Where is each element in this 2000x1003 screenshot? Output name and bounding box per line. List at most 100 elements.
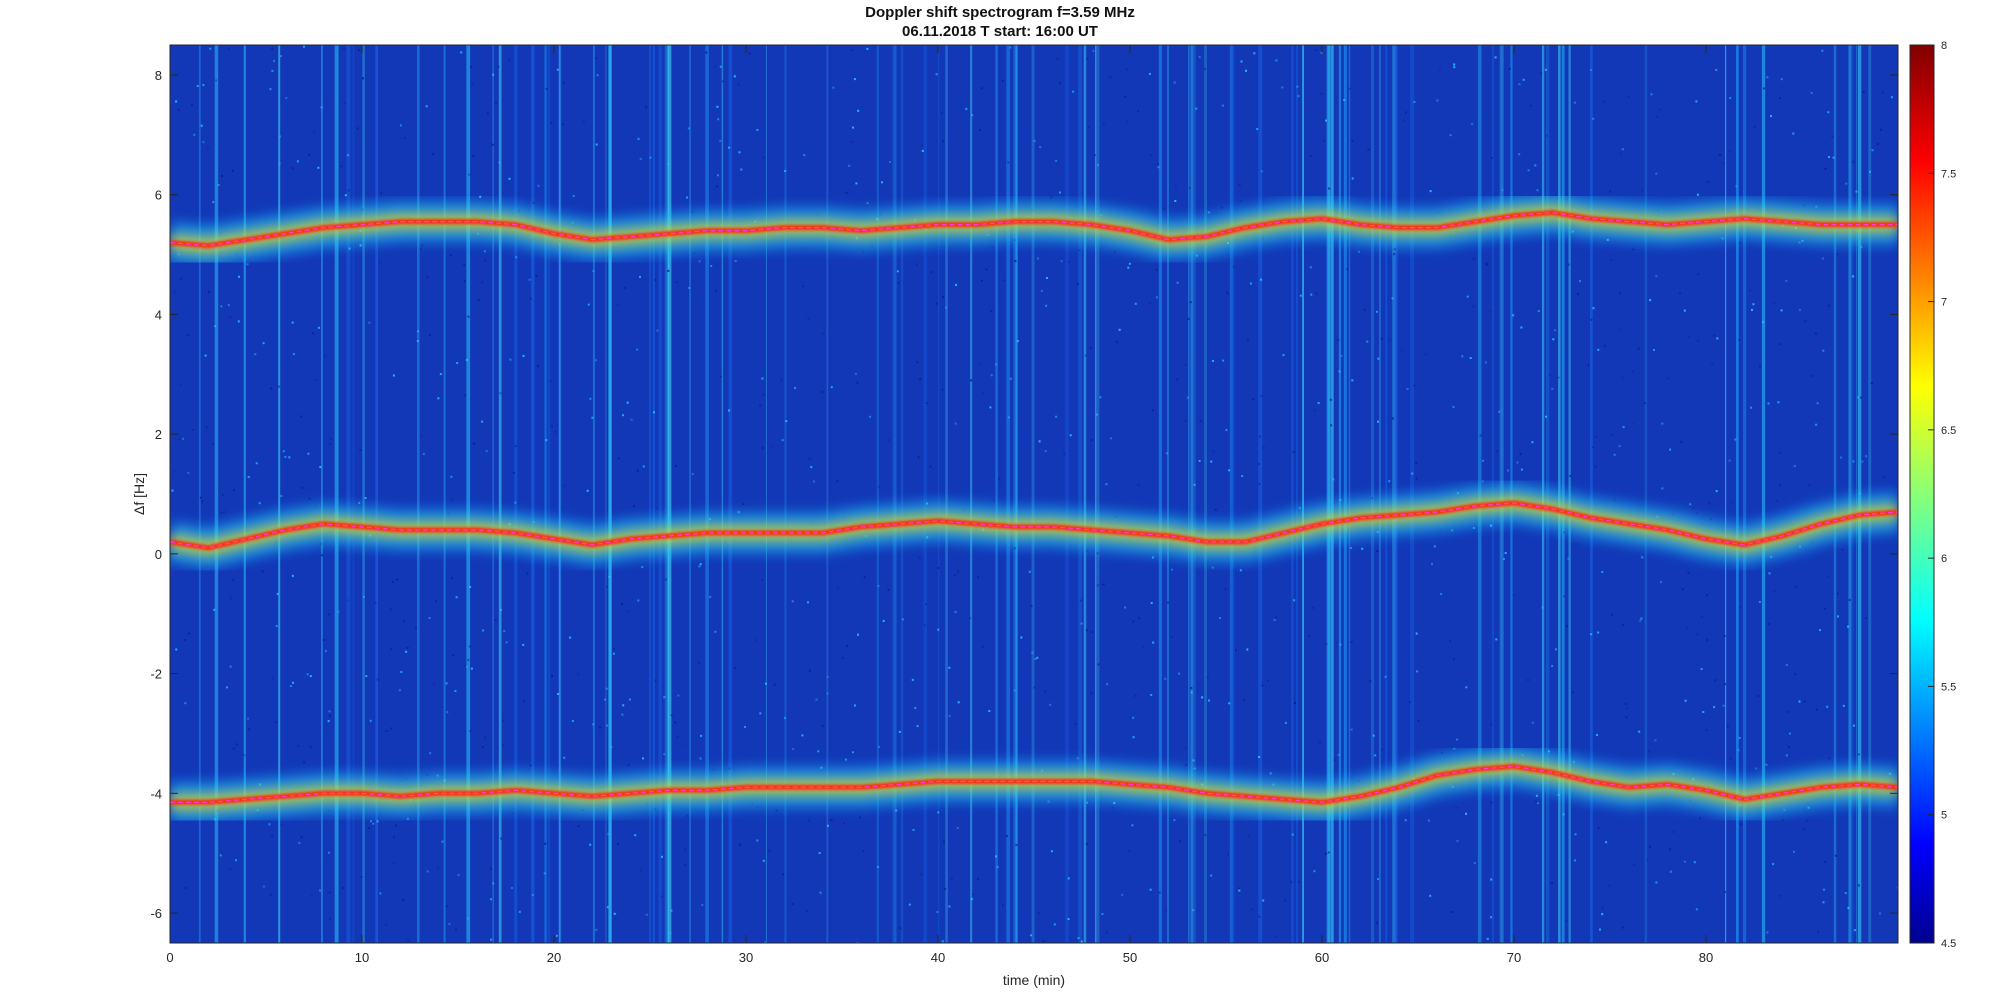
noise-speckle xyxy=(200,124,203,127)
noise-speckle xyxy=(655,507,658,510)
colorbar-tick-label: 4.5 xyxy=(1941,938,1956,950)
noise-streak xyxy=(667,45,672,943)
noise-speckle xyxy=(1489,310,1492,313)
noise-speckle xyxy=(654,279,657,281)
noise-streak xyxy=(1167,45,1169,943)
noise-speckle xyxy=(666,162,669,165)
noise-speckle xyxy=(1822,901,1825,904)
noise-speckle xyxy=(781,439,784,442)
noise-streak xyxy=(214,45,219,943)
noise-speckle xyxy=(1210,874,1213,877)
noise-speckle xyxy=(1661,487,1664,490)
noise-speckle xyxy=(328,613,330,616)
noise-speckle xyxy=(184,887,187,890)
noise-speckle xyxy=(1823,607,1826,610)
noise-streak xyxy=(1232,45,1235,943)
noise-speckle xyxy=(1472,527,1475,529)
noise-speckle xyxy=(1415,632,1418,635)
noise-speckle xyxy=(311,894,313,897)
colorbar-tick-label: 5.5 xyxy=(1941,681,1956,693)
noise-speckle xyxy=(1380,748,1383,751)
noise-speckle xyxy=(876,865,879,868)
noise-speckle xyxy=(254,353,257,356)
noise-speckle xyxy=(1808,484,1811,487)
noise-speckle xyxy=(1318,741,1321,744)
noise-speckle xyxy=(592,270,595,272)
noise-speckle xyxy=(605,687,608,690)
noise-speckle xyxy=(1222,359,1225,362)
noise-speckle xyxy=(1292,451,1295,453)
noise-speckle xyxy=(406,646,409,649)
noise-speckle xyxy=(740,168,743,171)
noise-streak xyxy=(609,45,612,943)
noise-speckle xyxy=(1639,619,1642,622)
noise-speckle xyxy=(759,404,762,407)
noise-speckle xyxy=(531,894,534,896)
noise-speckle xyxy=(1091,631,1094,634)
noise-speckle xyxy=(1705,729,1708,732)
noise-speckle xyxy=(1055,159,1058,162)
noise-speckle xyxy=(1792,132,1795,135)
noise-speckle xyxy=(484,736,487,739)
noise-speckle xyxy=(180,277,183,280)
noise-streak xyxy=(876,45,879,943)
noise-speckle xyxy=(1551,387,1554,390)
noise-speckle xyxy=(481,281,484,284)
noise-speckle xyxy=(1495,638,1498,641)
noise-streak xyxy=(1229,45,1233,943)
noise-streak xyxy=(1371,45,1375,943)
noise-speckle xyxy=(1192,909,1195,912)
noise-speckle xyxy=(348,247,351,250)
noise-speckle xyxy=(1110,437,1113,440)
noise-speckle xyxy=(1258,463,1261,465)
noise-speckle xyxy=(1852,275,1855,278)
noise-speckle xyxy=(1659,108,1662,111)
noise-speckle xyxy=(347,154,349,157)
noise-speckle xyxy=(686,814,689,817)
noise-speckle xyxy=(712,768,715,771)
noise-speckle xyxy=(988,710,991,712)
noise-speckle xyxy=(684,743,687,746)
noise-speckle xyxy=(328,891,331,894)
noise-speckle xyxy=(1852,724,1855,727)
noise-speckle xyxy=(1862,90,1865,93)
noise-speckle xyxy=(1351,140,1354,143)
noise-speckle xyxy=(589,397,592,400)
noise-speckle xyxy=(1128,262,1131,265)
noise-speckle xyxy=(1053,923,1056,926)
noise-speckle xyxy=(1148,302,1151,305)
noise-speckle xyxy=(1258,915,1261,918)
noise-speckle xyxy=(1518,83,1521,86)
noise-speckle xyxy=(175,648,178,651)
noise-speckle xyxy=(684,848,686,851)
noise-speckle xyxy=(212,201,215,204)
noise-speckle xyxy=(307,452,310,455)
noise-speckle xyxy=(1313,870,1316,873)
noise-speckle xyxy=(1823,888,1825,891)
noise-speckle xyxy=(343,101,346,104)
noise-speckle xyxy=(1451,529,1454,532)
noise-speckle xyxy=(851,49,854,52)
noise-streak xyxy=(1006,45,1010,943)
noise-speckle xyxy=(288,456,291,459)
chart-title: Doppler shift spectrogram f=3.59 MHz xyxy=(865,4,1135,21)
noise-speckle xyxy=(1456,839,1459,842)
noise-speckle xyxy=(455,596,458,599)
noise-speckle xyxy=(1261,684,1264,687)
noise-speckle xyxy=(1700,615,1703,618)
noise-speckle xyxy=(1260,394,1263,397)
noise-speckle xyxy=(877,485,880,488)
noise-speckle xyxy=(1173,819,1176,822)
noise-speckle xyxy=(269,893,272,896)
noise-speckle xyxy=(971,114,974,117)
noise-speckle xyxy=(857,109,860,112)
noise-speckle xyxy=(1150,694,1153,696)
noise-speckle xyxy=(990,374,993,377)
noise-speckle xyxy=(1819,629,1822,632)
noise-speckle xyxy=(854,372,857,375)
noise-speckle xyxy=(1192,759,1195,762)
noise-speckle xyxy=(362,77,364,80)
noise-speckle xyxy=(1188,187,1191,189)
noise-speckle xyxy=(1343,99,1346,101)
noise-speckle xyxy=(362,595,365,598)
